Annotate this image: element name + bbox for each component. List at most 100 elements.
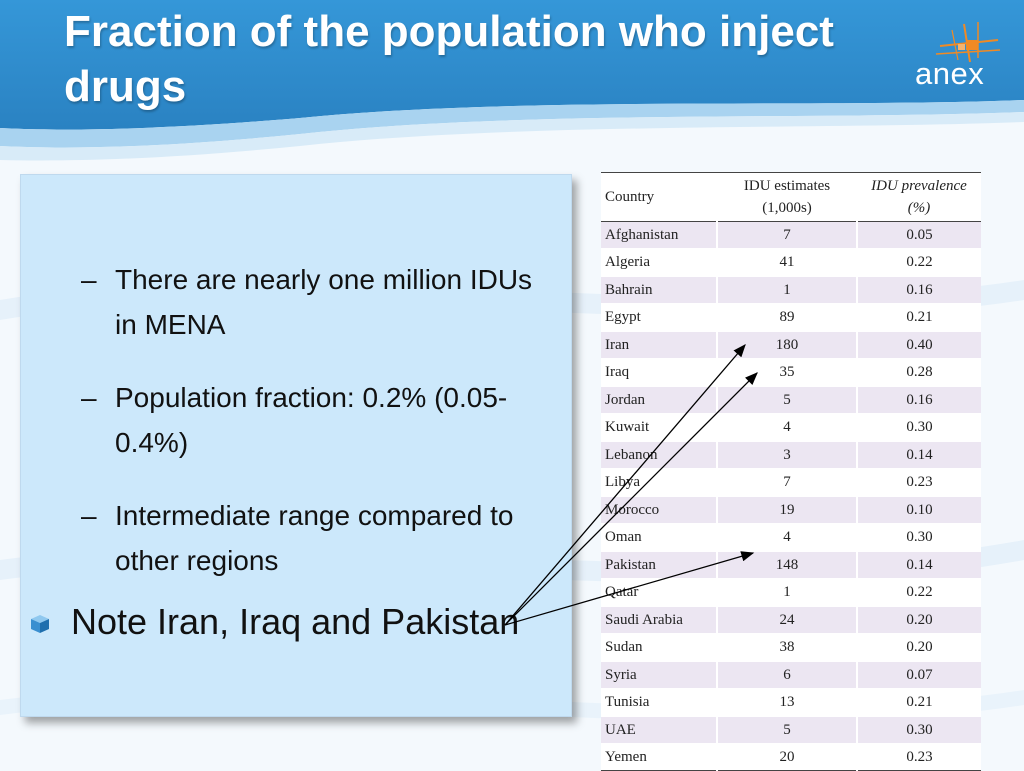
table-row: Saudi Arabia 24 0.20: [601, 606, 981, 635]
idu-estimate-cell: 1: [716, 276, 857, 305]
idu-prevalence-cell: 0.20: [856, 633, 981, 662]
main-bullet-text: Note Iran, Iraq and Pakistan: [71, 601, 520, 642]
idu-prevalence-cell: 0.20: [856, 606, 981, 635]
sub-bullet-text: Population fraction: 0.2% (0.05-0.4%): [115, 382, 508, 458]
country-cell: Tunisia: [601, 688, 717, 717]
table-row: Iran 180 0.40: [601, 331, 981, 360]
table-row: Pakistan 148 0.14: [601, 551, 981, 580]
idu-estimate-cell: 5: [716, 716, 857, 745]
table-row: Egypt 89 0.21: [601, 303, 981, 332]
table-row: Bahrain 1 0.16: [601, 276, 981, 305]
dash-marker: –: [81, 264, 97, 295]
idu-estimate-cell: 180: [716, 331, 857, 360]
table-row: Iraq 35 0.28: [601, 358, 981, 387]
country-cell: Algeria: [601, 248, 717, 277]
idu-prevalence-cell: 0.28: [856, 358, 981, 387]
country-cell: Afghanistan: [601, 221, 717, 250]
idu-prevalence-cell: 0.21: [856, 688, 981, 717]
sub-bullet-idu-total: – There are nearly one million IDUs in M…: [81, 257, 551, 347]
table-row: UAE 5 0.30: [601, 716, 981, 745]
table-row: Libya 7 0.23: [601, 468, 981, 497]
cube-bullet-icon: [31, 615, 49, 633]
table-row: Oman 4 0.30: [601, 523, 981, 552]
idu-estimate-cell: 89: [716, 303, 857, 332]
table-row: Syria 6 0.07: [601, 661, 981, 690]
idu-estimate-cell: 20: [716, 743, 857, 771]
table-row: Kuwait 4 0.30: [601, 413, 981, 442]
idu-prevalence-cell: 0.16: [856, 276, 981, 305]
table-row: Afghanistan 7 0.05: [601, 221, 981, 250]
country-cell: UAE: [601, 716, 717, 745]
idu-estimate-cell: 148: [716, 551, 857, 580]
idu-estimate-cell: 19: [716, 496, 857, 525]
header-band: [0, 0, 1024, 161]
anex-logo-icon: [935, 22, 1001, 63]
idu-prevalence-cell: 0.23: [856, 743, 981, 771]
country-cell: Egypt: [601, 303, 717, 332]
country-cell: Yemen: [601, 743, 717, 771]
idu-prevalence-cell: 0.05: [856, 221, 981, 250]
idu-estimate-cell: 5: [716, 386, 857, 415]
logo-text: anex: [915, 56, 985, 91]
idu-prevalence-cell: 0.10: [856, 496, 981, 525]
country-cell: Saudi Arabia: [601, 606, 717, 635]
dash-marker: –: [81, 500, 97, 531]
idu-estimate-cell: 1: [716, 578, 857, 607]
idu-estimate-cell: 6: [716, 661, 857, 690]
country-cell: Bahrain: [601, 276, 717, 305]
idu-estimate-cell: 7: [716, 221, 857, 250]
sub-bullet-intermediate-range: – Intermediate range compared to other r…: [81, 493, 551, 583]
table-row: Qatar 1 0.22: [601, 578, 981, 607]
table-body: Afghanistan 7 0.05 Algeria 41 0.22 Bahrain 1 0.1…: [601, 221, 981, 771]
header-idu-prevalence: IDU prevalence (%): [857, 172, 981, 222]
idu-estimate-cell: 38: [716, 633, 857, 662]
idu-prevalence-cell: 0.16: [856, 386, 981, 415]
dash-marker: –: [81, 382, 97, 413]
idu-estimate-cell: 4: [716, 413, 857, 442]
sub-bullet-text: Intermediate range compared to other reg…: [115, 500, 514, 576]
header-idu-estimates: IDU estimates (1,000s): [717, 172, 857, 222]
idu-estimate-cell: 41: [716, 248, 857, 277]
table-row: Algeria 41 0.22: [601, 248, 981, 277]
idu-estimate-cell: 24: [716, 606, 857, 635]
idu-table: Country IDU estimates (1,000s) IDU preva…: [601, 172, 981, 771]
country-cell: Iraq: [601, 358, 717, 387]
country-cell: Lebanon: [601, 441, 717, 470]
country-cell: Sudan: [601, 633, 717, 662]
idu-prevalence-cell: 0.22: [856, 578, 981, 607]
idu-prevalence-cell: 0.30: [856, 413, 981, 442]
idu-prevalence-cell: 0.22: [856, 248, 981, 277]
country-cell: Jordan: [601, 386, 717, 415]
idu-prevalence-cell: 0.21: [856, 303, 981, 332]
table-row: Sudan 38 0.20: [601, 633, 981, 662]
idu-estimate-cell: 35: [716, 358, 857, 387]
country-cell: Kuwait: [601, 413, 717, 442]
header-country: Country: [601, 172, 717, 222]
country-cell: Libya: [601, 468, 717, 497]
idu-prevalence-cell: 0.40: [856, 331, 981, 360]
table-row: Tunisia 13 0.21: [601, 688, 981, 717]
country-cell: Oman: [601, 523, 717, 552]
country-cell: Morocco: [601, 496, 717, 525]
idu-estimate-cell: 7: [716, 468, 857, 497]
idu-prevalence-cell: 0.30: [856, 716, 981, 745]
idu-estimate-cell: 4: [716, 523, 857, 552]
table-row: Yemen 20 0.23: [601, 743, 981, 771]
table-row: Jordan 5 0.16: [601, 386, 981, 415]
idu-prevalence-cell: 0.30: [856, 523, 981, 552]
idu-estimate-cell: 13: [716, 688, 857, 717]
idu-prevalence-cell: 0.23: [856, 468, 981, 497]
idu-prevalence-cell: 0.14: [856, 551, 981, 580]
sub-bullet-text: There are nearly one million IDUs in MEN…: [115, 264, 533, 340]
slide-title: Fraction of the population who inject dr…: [64, 7, 834, 111]
country-cell: Pakistan: [601, 551, 717, 580]
country-cell: Iran: [601, 331, 717, 360]
idu-prevalence-cell: 0.14: [856, 441, 981, 470]
table-header-row: Country IDU estimates (1,000s) IDU preva…: [601, 172, 981, 222]
idu-prevalence-cell: 0.07: [856, 661, 981, 690]
country-cell: Syria: [601, 661, 717, 690]
table-row: Lebanon 3 0.14: [601, 441, 981, 470]
table-row: Morocco 19 0.10: [601, 496, 981, 525]
content-box: – There are nearly one million IDUs in M…: [20, 174, 572, 717]
sub-bullet-population-fraction: – Population fraction: 0.2% (0.05-0.4%): [81, 375, 551, 465]
